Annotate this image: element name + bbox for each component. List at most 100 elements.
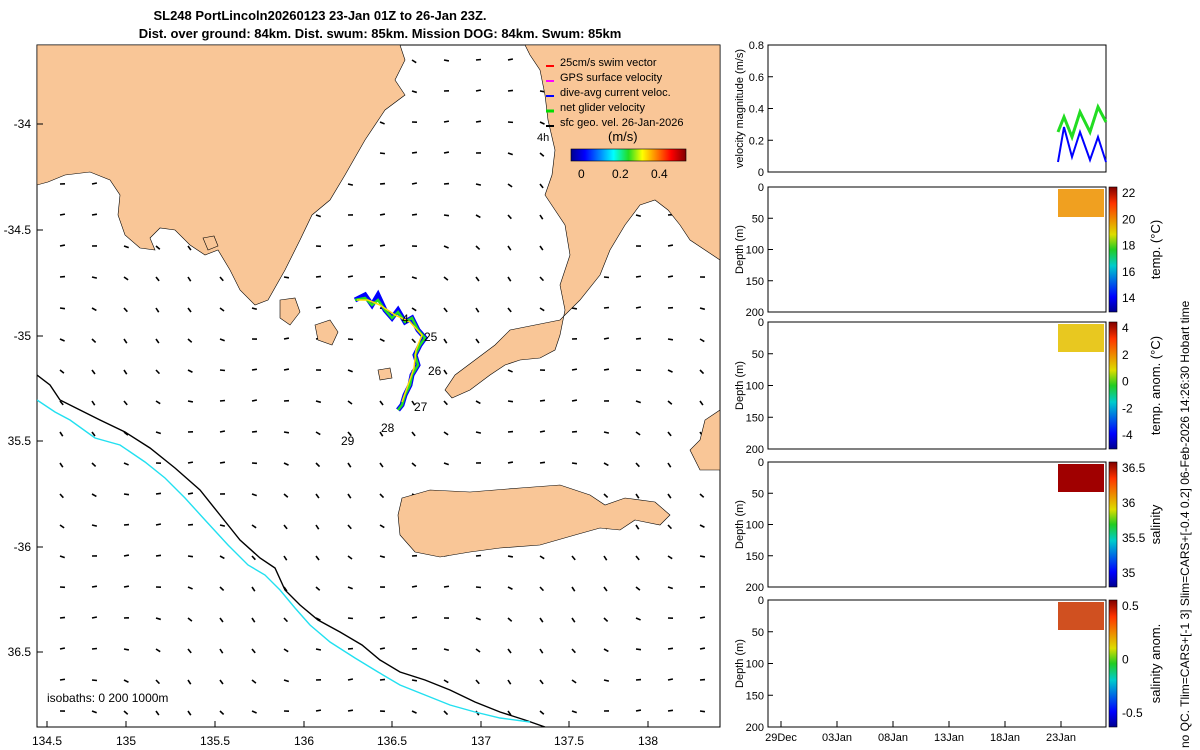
day-label: 26 — [428, 364, 442, 378]
panel-sanom: 0 50 100 150 200 Depth (m) 0.5 0 -0.5 salinity an… — [734, 595, 1163, 734]
colorbar-tick: -4 — [1122, 428, 1133, 442]
panel-colorbar: 0.5 0 -0.5 salinity anom. — [1108, 599, 1163, 728]
colorbar-tick: 2 — [1122, 348, 1129, 362]
panel-y-tick: 0.8 — [749, 40, 764, 52]
legend-swim: 25cm/s swim vector — [560, 57, 657, 69]
panel-y-tick: 100 — [746, 245, 764, 257]
panel-y-tick: 150 — [746, 412, 764, 424]
map-y-tick: -35 — [14, 329, 32, 343]
panel-sal: 0 50 100 150 200 Depth (m) 36.5 36 35.5 35 salinit… — [734, 457, 1163, 594]
panel-y-tick: 0.2 — [749, 135, 764, 147]
panel-x-tick: 13Jan — [934, 732, 964, 744]
panel-y-tick: 100 — [746, 659, 764, 671]
panel-y-tick: 200 — [746, 307, 764, 319]
day-label: 28 — [381, 421, 395, 435]
colorbar-tick: 20 — [1122, 212, 1136, 226]
panel-x-tick: 23Jan — [1046, 732, 1076, 744]
map-y-tick: 36.5 — [8, 645, 32, 659]
panel-colorbar-label: salinity — [1148, 504, 1163, 544]
map-axes: 134.5 135 135.5 136 136.5 137 137.5 138 -34 -34.5… — [4, 117, 659, 748]
panel-y-tick: 0.6 — [749, 72, 764, 84]
colorbar-tick: 0 — [1122, 653, 1129, 667]
colorbar-tick: 0.2 — [612, 167, 629, 181]
isobaths-label: isobaths: 0 200 1000m — [47, 691, 168, 705]
colorbar-tick: 36 — [1122, 496, 1136, 510]
legend-net: net glider velocity — [560, 102, 645, 114]
panel-y-tick: 200 — [746, 582, 764, 594]
panel-colorbar: 22 20 18 16 14 temp. (°C) — [1108, 186, 1163, 313]
colorbar-tick: 0.4 — [651, 167, 668, 181]
time-series-panels: 0.8 0.6 0.4 0.2 0 velocity magnitude (m/s) 0 50… — [734, 40, 1163, 744]
colorbar-tick: 0 — [1122, 375, 1129, 389]
panel-x-tick: 18Jan — [990, 732, 1020, 744]
map-x-tick: 137.5 — [554, 734, 584, 748]
glider-track — [353, 289, 429, 412]
speed-colorbar: (m/s) 0 0.2 0.4 — [570, 129, 687, 181]
colorbar-tick: 35.5 — [1122, 531, 1146, 545]
day-label: 25 — [424, 330, 438, 344]
map-y-tick: 35.5 — [8, 434, 32, 448]
panel-x-tick: 08Jan — [878, 732, 908, 744]
panel-temp: 0 50 100 150 200 Depth (m) 22 20 18 16 14 temp. (°C… — [734, 182, 1163, 319]
panel-y-tick: 100 — [746, 381, 764, 393]
plot-title-line2: Dist. over ground: 84km. Dist. swum: 85k… — [138, 26, 622, 41]
legend-gps: GPS surface velocity — [560, 72, 663, 84]
map-x-tick: 135.5 — [200, 734, 230, 748]
panel-y-tick: 100 — [746, 520, 764, 532]
panel-y-tick: 200 — [746, 722, 764, 734]
plot-title-line1: SL248 PortLincoln20260123 23-Jan 01Z to … — [153, 8, 487, 23]
legend-current: dive-avg current veloc. — [560, 87, 671, 99]
panel-y-tick: 0.4 — [749, 104, 764, 116]
panel-velocity: 0.8 0.6 0.4 0.2 0 velocity magnitude (m/s) — [734, 40, 1108, 179]
colorbar-tick: 16 — [1122, 265, 1136, 279]
panel-y-tick: 150 — [746, 276, 764, 288]
land-kangaroo-island — [397, 484, 671, 558]
legend-sfc: sfc geo. vel. 26-Jan-2026 — [560, 117, 684, 129]
colorbar-tick: 35 — [1122, 566, 1136, 580]
colorbar-tick: 0.5 — [1122, 599, 1139, 613]
panel-y-tick: 200 — [746, 444, 764, 456]
colorbar-tick: 18 — [1122, 239, 1136, 253]
map-x-tick: 137 — [471, 734, 491, 748]
track-day-labels: 4 25 26 27 28 29 — [341, 312, 442, 448]
panel-y-tick: 150 — [746, 690, 764, 702]
panel-colorbar-label: salinity anom. — [1148, 624, 1163, 703]
panel-y-tick: 50 — [752, 627, 764, 639]
colorbar-tick: -0.5 — [1122, 706, 1143, 720]
panel-y-label: velocity magnitude (m/s) — [734, 49, 746, 168]
legend-4h: 4h — [537, 132, 549, 144]
day-label: 4 — [402, 312, 409, 326]
panel-y-tick: 0 — [758, 167, 764, 179]
panel-y-tick: 50 — [752, 213, 764, 225]
panel-y-tick: 0 — [758, 317, 764, 329]
map-y-tick: -34.5 — [4, 223, 32, 237]
colorbar-tick: 36.5 — [1122, 461, 1146, 475]
panel-tanom: 0 50 100 150 200 Depth (m) 4 2 0 -2 -4 temp. anom. … — [734, 317, 1163, 456]
isobath-1000m — [37, 399, 531, 723]
panel-colorbar-label: temp. anom. (°C) — [1148, 336, 1163, 435]
panel-y-tick: 0 — [758, 182, 764, 194]
land-yorke-peninsula — [444, 45, 720, 399]
panel-x-tick: 03Jan — [822, 732, 852, 744]
panel-colorbar: 4 2 0 -2 -4 temp. anom. (°C) — [1108, 321, 1163, 450]
colorbar-tick: 4 — [1122, 321, 1129, 335]
panel-y-label: Depth (m) — [734, 500, 746, 549]
map-x-tick: 138 — [638, 734, 658, 748]
panel-y-tick: 50 — [752, 349, 764, 361]
panel-colorbar-label: temp. (°C) — [1148, 220, 1163, 279]
land-mainland-southeast — [689, 409, 720, 471]
map-x-tick: 136.5 — [377, 734, 407, 748]
colorbar-tick: 22 — [1122, 186, 1136, 200]
panel-y-label: Depth (m) — [734, 361, 746, 410]
panel-y-label: Depth (m) — [734, 225, 746, 274]
land-eyre-peninsula — [37, 45, 406, 306]
panel-x-tick: 29Dec — [765, 732, 797, 744]
panel-colorbar: 36.5 36 35.5 35 salinity — [1108, 461, 1163, 588]
colorbar-tick: -2 — [1122, 401, 1133, 415]
panel-y-tick: 0 — [758, 595, 764, 607]
day-label: 29 — [341, 434, 355, 448]
colorbar-label: (m/s) — [608, 129, 638, 144]
map-x-tick: 135 — [116, 734, 136, 748]
map-y-tick: -34 — [14, 117, 32, 131]
